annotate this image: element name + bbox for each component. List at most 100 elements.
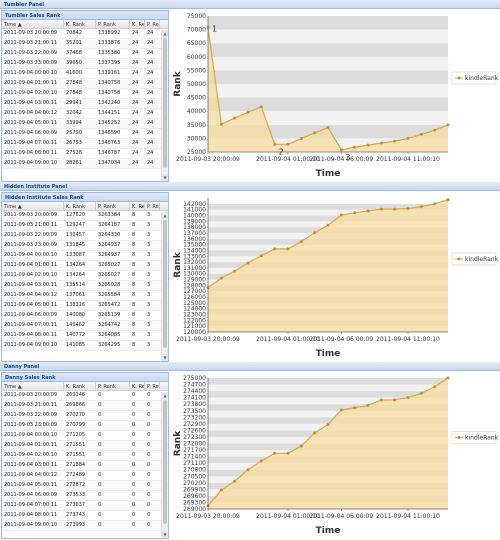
table-row[interactable]: 2011-09-04 07:00:11 26753 1346763 24 24 [2,139,168,149]
column-header-k-review[interactable]: K. Revi [132,382,145,390]
table-row[interactable]: 2011-09-04 03:00:11 135514 3265028 8 3 [2,281,168,291]
table-row[interactable]: 2011-09-04 08:00:11 140772 3264085 8 3 [2,331,168,341]
scroll-down-icon[interactable]: ▼ [162,354,168,361]
table-row[interactable]: 2011-09-04 04:00:12 32042 1344151 24 24 [2,109,168,119]
table-row[interactable]: 2011-09-04 03:00:11 29941 1342240 24 24 [2,99,168,109]
table-row[interactable]: 2011-09-04 03:00:11 271884 0 0 0 [2,461,168,471]
table-row[interactable]: 2011-09-03 20:00:09 269146 0 0 0 [2,391,168,401]
cell-k-rank: 273993 [66,522,86,528]
table-row[interactable]: 2011-09-04 09:00:10 141085 3264295 8 3 [2,341,168,351]
table-row[interactable]: 2011-09-04 09:00:10 28261 1347034 24 24 [2,159,168,169]
table-row[interactable]: 2011-09-03 21:00:11 129247 3264187 8 3 [2,221,168,231]
column-header-k-review[interactable]: K. Revi [132,20,145,28]
y-tick-label: 139000 [183,218,206,225]
y-tick-label: 274700 [183,382,206,389]
table-row[interactable]: 2011-09-04 00:00:10 133087 3264937 8 3 [2,251,168,261]
table-row[interactable]: 2011-09-03 21:00:11 35201 1333876 24 24 [2,39,168,49]
table-row[interactable]: 2011-09-03 23:00:09 270799 0 0 0 [2,421,168,431]
table-row[interactable]: 2011-09-03 20:00:09 127620 3263384 8 3 [2,211,168,221]
chart-svg: 1200001210001220001230001240001250001260… [173,198,499,359]
table-row[interactable]: 2011-09-03 21:00:11 269866 0 0 0 [2,401,168,411]
cell-k-rank: 129247 [66,222,86,228]
legend-marker [457,436,461,439]
cell-k-review: 24 [132,160,139,166]
table-row[interactable]: 2011-09-03 23:00:09 131845 3264937 8 3 [2,241,168,251]
cell-k-rank: 39650 [66,60,82,66]
column-header-time[interactable]: Time ▲ [2,382,64,390]
table-row[interactable]: 2011-09-04 01:00:11 27848 1340758 24 24 [2,79,168,89]
table-row[interactable]: 2011-09-04 05:00:11 33994 1345252 24 24 [2,119,168,129]
cell-k-rank: 271551 [66,452,86,458]
table-row[interactable]: 2011-09-04 07:00:11 140462 3264742 8 3 [2,321,168,331]
table-row[interactable]: 2011-09-04 05:00:11 138316 3265472 8 3 [2,301,168,311]
table-row[interactable]: 2011-09-04 06:00:09 140080 3265139 8 3 [2,311,168,321]
table-row[interactable]: 2011-09-04 09:00:10 273993 0 0 0 [2,521,168,531]
grid-band [208,215,448,222]
cell-k-rank: 271205 [66,432,86,438]
cell-time: 2011-09-03 23:00:09 [4,60,58,66]
table-row[interactable]: 2011-09-04 04:00:12 137061 3265584 8 3 [2,291,168,301]
table-row[interactable]: 2011-09-03 22:00:09 130457 3264330 8 3 [2,231,168,241]
table-row[interactable]: 2011-09-04 02:00:10 134264 3265027 8 3 [2,271,168,281]
scroll-thumb[interactable] [163,400,167,524]
table-row[interactable]: 2011-09-03 22:00:09 37468 1335380 24 24 [2,49,168,59]
column-header-k-rank[interactable]: K. Rank [64,202,96,210]
y-tick-label: 35000 [187,122,206,129]
column-header-p-review[interactable]: P. Revi [147,202,160,210]
scroll-thumb[interactable] [163,38,167,168]
column-header-k-rank[interactable]: K. Rank [64,20,96,28]
table-row[interactable]: 2011-09-04 08:00:11 273743 0 0 0 [2,511,168,521]
y-tick-label: 25000 [187,149,206,156]
table-row[interactable]: 2011-09-04 05:00:11 272872 0 0 0 [2,481,168,491]
table-row[interactable]: 2011-09-04 04:00:12 272489 0 0 0 [2,471,168,481]
data-point [233,116,237,120]
cell-p-rank: 1335380 [98,50,121,56]
table-row[interactable]: 2011-09-04 00:00:10 41600 1339161 24 24 [2,69,168,79]
column-header-p-review[interactable]: P. Revi [147,20,160,28]
column-header-p-rank[interactable]: P. Rank [96,382,130,390]
scroll-up-icon[interactable]: ▲ [162,30,168,37]
column-header-k-review[interactable]: K. Revi [132,202,145,210]
column-header-time[interactable]: Time ▲ [2,20,64,28]
grid-scrollbar[interactable]: ▲ ▼ [161,392,168,538]
table-row[interactable]: 2011-09-04 06:00:09 25790 1346590 24 24 [2,129,168,139]
scroll-down-icon[interactable]: ▼ [162,531,168,538]
point-annotation: 3 [345,153,350,162]
data-point [286,142,290,146]
column-header-p-review[interactable]: P. Revi [147,382,160,390]
table-row[interactable]: 2011-09-04 01:00:11 134264 3265027 8 3 [2,261,168,271]
table-row[interactable]: 2011-09-04 00:00:10 271205 0 0 0 [2,431,168,441]
cell-time: 2011-09-03 20:00:09 [4,212,58,218]
scroll-up-icon[interactable]: ▲ [162,212,168,219]
cell-p-review: 0 [147,482,151,488]
grid-body: 2011-09-03 20:00:09 269146 0 0 0 2011-09-03 2… [2,391,168,531]
table-row[interactable]: 2011-09-04 06:00:09 273533 0 0 0 [2,491,168,501]
table-row[interactable]: 2011-09-03 22:00:09 270270 0 0 0 [2,411,168,421]
table-row[interactable]: 2011-09-03 23:00:09 39650 1337395 24 24 [2,59,168,69]
table-row[interactable]: 2011-09-04 08:00:11 27528 1346787 24 24 [2,149,168,159]
column-header-k-rank[interactable]: K. Rank [64,382,96,390]
grid-scrollbar[interactable]: ▲ ▼ [161,30,168,181]
legend-label: kindleRank [465,75,499,82]
y-axis-title: Rank [173,251,183,277]
scroll-thumb[interactable] [163,220,167,348]
table-row[interactable]: 2011-09-04 01:00:11 271551 0 0 0 [2,441,168,451]
column-header-p-rank[interactable]: P. Rank [96,20,130,28]
table-row[interactable]: 2011-09-04 02:00:10 27848 1340758 24 24 [2,89,168,99]
cell-p-review: 24 [147,50,154,56]
table-row[interactable]: 2011-09-04 02:00:10 271551 0 0 0 [2,451,168,461]
grid-band [208,111,448,125]
cell-p-rank: 3265028 [98,282,121,288]
table-row[interactable]: 2011-09-03 20:00:09 70842 1338992 24 24 [2,29,168,39]
column-header-time[interactable]: Time ▲ [2,202,64,210]
grid-scrollbar[interactable]: ▲ ▼ [161,212,168,361]
data-point [219,488,223,492]
y-tick-label: 274100 [183,395,206,402]
cell-p-rank: 3264295 [98,342,121,348]
cell-k-review: 0 [132,502,136,508]
table-row[interactable]: 2011-09-04 07:00:11 273637 0 0 0 [2,501,168,511]
column-header-p-rank[interactable]: P. Rank [96,202,130,210]
scroll-down-icon[interactable]: ▼ [162,174,168,181]
scroll-up-icon[interactable]: ▲ [162,392,168,399]
cell-time: 2011-09-04 00:00:10 [4,70,58,76]
